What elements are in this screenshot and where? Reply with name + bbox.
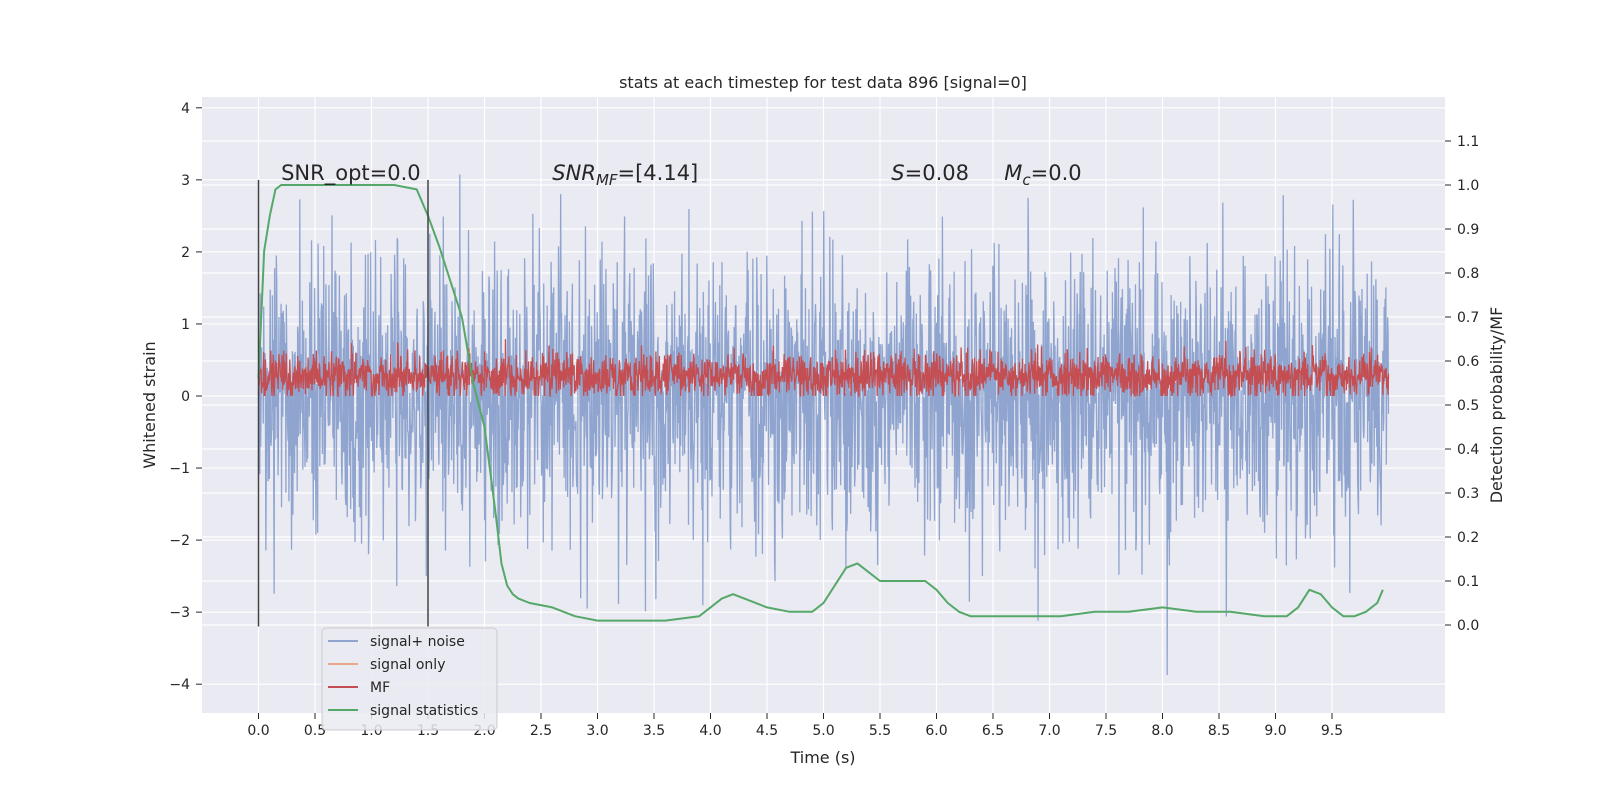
x-tick-label: 4.5	[756, 723, 778, 739]
y2-axis-label: Detection probability/MF	[1487, 307, 1506, 504]
y2-tick-label: 0.8	[1457, 266, 1479, 282]
y-axis-label: Whitened strain	[140, 341, 159, 468]
y-tick-label: 3	[181, 173, 190, 189]
x-tick-label: 6.5	[982, 723, 1004, 739]
x-tick-label: 0.5	[304, 723, 326, 739]
annotation: Mc=0.0	[1004, 161, 1081, 189]
x-tick-label: 8.5	[1208, 723, 1230, 739]
y-axis-left: −4 −3 −2 −1 0 1 2 3 4	[169, 101, 202, 693]
y-tick-label: 1	[181, 317, 190, 333]
x-tick-label: 7.0	[1038, 723, 1060, 739]
y2-tick-label: 0.9	[1457, 222, 1479, 238]
legend-label: signal+ noise	[370, 634, 465, 650]
y2-tick-label: 0.5	[1457, 398, 1479, 414]
annotation: SNRMF=[4.14]	[552, 161, 698, 189]
y-tick-label: −1	[169, 461, 190, 477]
y-tick-label: 4	[181, 101, 190, 117]
vertical-markers	[257, 179, 429, 627]
series-layer	[257, 174, 1390, 676]
x-tick-label: 5.5	[869, 723, 891, 739]
y-tick-label: 0	[181, 389, 190, 405]
y2-tick-label: 1.1	[1457, 134, 1479, 150]
y2-tick-label: 0.0	[1457, 618, 1479, 634]
x-tick-label: 5.0	[812, 723, 834, 739]
x-tick-label: 3.5	[643, 723, 665, 739]
x-tick-label: 3.0	[586, 723, 608, 739]
legend-label: signal statistics	[370, 703, 478, 719]
y2-tick-label: 1.0	[1457, 178, 1479, 194]
y2-tick-label: 0.3	[1457, 486, 1479, 502]
chart-title: stats at each timestep for test data 896…	[619, 73, 1027, 92]
legend-frame	[321, 627, 498, 731]
y2-tick-label: 0.2	[1457, 530, 1479, 546]
x-tick-label: 2.5	[530, 723, 552, 739]
x-tick-label: 6.0	[925, 723, 947, 739]
legend: signal+ noise signal only MF signal statist…	[321, 627, 498, 731]
y-axis-right: 0.0 0.1 0.2 0.3 0.4 0.5 0.6 0.7 0.8 0.9 1.0 1.1	[1445, 134, 1479, 634]
y-tick-label: −4	[169, 677, 190, 693]
x-tick-label: 9.5	[1321, 723, 1343, 739]
x-axis-label: Time (s)	[789, 748, 855, 767]
x-tick-label: 8.0	[1151, 723, 1173, 739]
y2-tick-label: 0.7	[1457, 310, 1479, 326]
annotation: S=0.08	[891, 161, 969, 185]
series-signal-statistics	[257, 184, 1384, 622]
y2-tick-label: 0.6	[1457, 354, 1479, 370]
x-tick-label: 9.0	[1264, 723, 1286, 739]
x-tick-label: 4.0	[699, 723, 721, 739]
y-tick-label: −3	[169, 605, 190, 621]
series-signal-noise	[257, 174, 1390, 676]
y2-tick-label: 0.4	[1457, 442, 1479, 458]
y-tick-label: 2	[181, 245, 190, 261]
legend-label: signal only	[370, 657, 445, 673]
series-mf	[257, 339, 1390, 398]
y-tick-label: −2	[169, 533, 190, 549]
x-tick-label: 0.0	[247, 723, 269, 739]
legend-label: MF	[370, 680, 390, 696]
x-tick-label: 7.5	[1095, 723, 1117, 739]
annotation: SNR_opt=0.0	[281, 161, 421, 186]
annotations: SNR_opt=0.0 SNRMF=[4.14] S=0.08 Mc=0.0	[281, 161, 1082, 189]
y2-tick-label: 0.1	[1457, 574, 1479, 590]
